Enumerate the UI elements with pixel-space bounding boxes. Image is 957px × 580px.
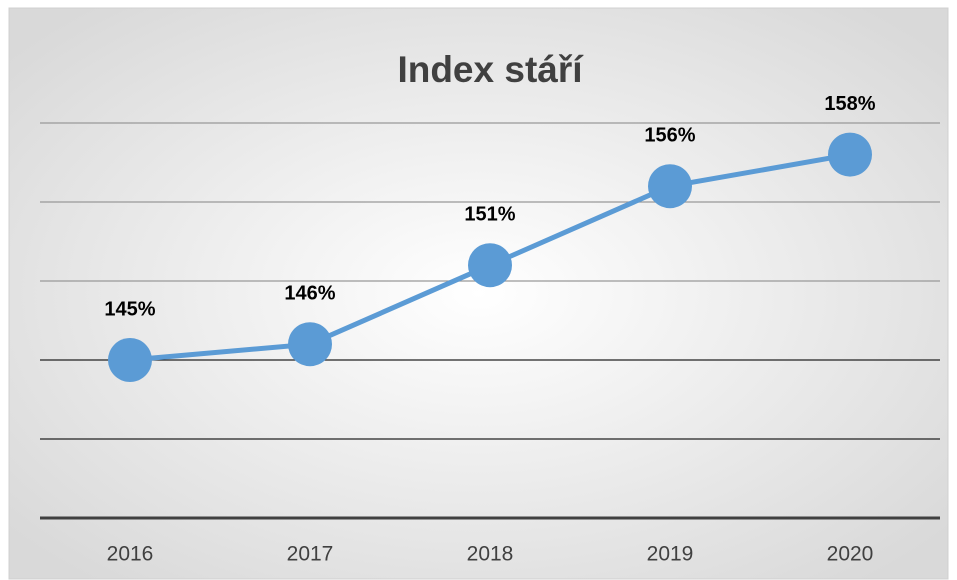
marker xyxy=(828,132,872,177)
x-tick-label: 2017 xyxy=(287,543,334,566)
data-label: 146% xyxy=(284,282,335,304)
chart-background xyxy=(8,7,949,580)
marker xyxy=(648,164,692,209)
x-tick-label: 2020 xyxy=(827,543,874,566)
marker xyxy=(288,322,332,367)
chart-title: Index stáří xyxy=(397,49,584,90)
x-tick-label: 2016 xyxy=(107,543,154,566)
data-label: 151% xyxy=(464,203,515,225)
x-tick-label: 2018 xyxy=(467,543,514,566)
x-tick-label: 2019 xyxy=(647,543,694,566)
data-label: 145% xyxy=(104,298,155,320)
data-label: 156% xyxy=(644,124,695,146)
marker xyxy=(108,338,152,382)
data-label: 158% xyxy=(824,93,875,115)
marker xyxy=(468,243,512,288)
